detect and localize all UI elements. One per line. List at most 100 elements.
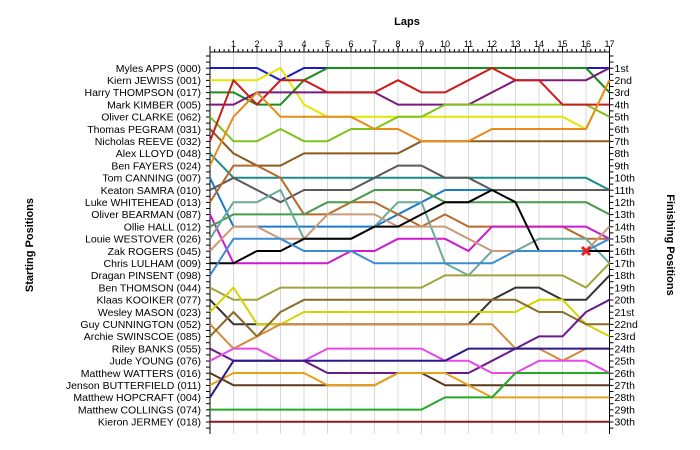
driver-label: Klaas KOOIKER (077) — [97, 295, 201, 307]
finishing-position-label: 30th — [615, 417, 636, 429]
finishing-position-label: 1st — [615, 63, 629, 75]
finishing-position-label: 23rd — [615, 331, 636, 343]
left-axis-title: Starting Positions — [24, 198, 36, 292]
finishing-position-label: 16th — [615, 246, 636, 258]
finishing-position-label: 28th — [615, 392, 636, 404]
driver-series-line — [209, 262, 611, 301]
lap-tick-label: 15 — [557, 39, 567, 49]
driver-label: Kiern JEWISS (001) — [107, 75, 201, 87]
driver-series-line — [209, 237, 610, 276]
finishing-position-label: 21st — [615, 307, 635, 319]
retirement-marker — [580, 245, 592, 257]
driver-series-line — [210, 67, 610, 106]
grid — [233, 52, 587, 434]
driver-label: Oliver CLARKE (062) — [101, 112, 201, 124]
driver-series-line — [209, 189, 611, 277]
lap-tick-label: 12 — [487, 39, 497, 49]
driver-label: Dragan PINSENT (098) — [91, 270, 201, 282]
finishing-position-label: 11th — [615, 185, 635, 197]
driver-label: Mark KIMBER (005) — [107, 99, 201, 111]
driver-series-line — [210, 372, 610, 411]
finishing-position-label: 24th — [615, 343, 636, 355]
driver-series-line — [209, 347, 610, 398]
driver-label: Myles APPS (000) — [116, 63, 201, 75]
driver-label: Nicholas REEVE (032) — [95, 136, 201, 148]
driver-label: Louie WESTOVER (026) — [85, 234, 201, 246]
lap-tick-label: 3 — [278, 39, 283, 49]
finishing-position-label: 19th — [615, 282, 636, 294]
lap-tick-label: 14 — [534, 39, 544, 49]
driver-series-line — [210, 67, 611, 130]
driver-series-line — [209, 298, 610, 338]
driver-series-line — [209, 347, 610, 374]
driver-series-line — [209, 298, 610, 374]
driver-label: Zak ROGERS (045) — [108, 246, 201, 258]
lap-tick-label: 1 — [231, 39, 236, 49]
driver-series-line — [209, 213, 610, 265]
driver-series-line — [209, 128, 610, 167]
driver-series-line — [209, 103, 610, 143]
driver-label: Oliver BEARMAN (087) — [91, 209, 201, 221]
lap-tick-label: 5 — [325, 39, 330, 49]
finishing-position-label: 27th — [615, 380, 636, 392]
finishing-position-label: 8th — [615, 148, 630, 160]
finishing-position-label: 5th — [615, 112, 630, 124]
finishing-position-label: 29th — [615, 404, 636, 416]
lap-tick-label: 17 — [604, 39, 614, 49]
axes — [206, 46, 614, 434]
driver-label: Ben FAYERS (024) — [111, 160, 201, 172]
driver-label: Tom CANNING (007) — [102, 173, 201, 185]
driver-label: Harry THOMPSON (017) — [85, 87, 202, 99]
driver-label: Jude YOUNG (076) — [110, 356, 201, 368]
x-axis-title: Laps — [394, 16, 420, 28]
finishing-position-label: 20th — [615, 295, 636, 307]
lap-tick-label: 4 — [301, 39, 306, 49]
finishing-position-label: 18th — [615, 270, 636, 282]
lap-tick-label: 2 — [254, 39, 259, 49]
finishing-position-label: 2nd — [615, 75, 633, 87]
finishing-position-label: 17th — [615, 258, 636, 270]
finishing-position-label: 22nd — [615, 319, 639, 331]
right-axis-title: Finishing Positions — [664, 194, 676, 295]
driver-series-line — [209, 164, 610, 204]
lap-tick-label: 7 — [372, 39, 377, 49]
marker-stroke — [580, 245, 592, 257]
driver-label: Ben THOMSON (044) — [98, 282, 201, 294]
lap-tick-label: 11 — [464, 39, 473, 49]
finishing-position-label: 12th — [615, 197, 636, 209]
markers — [580, 245, 592, 257]
driver-series-line — [209, 323, 610, 362]
driver-label: Chris LULHAM (009) — [104, 258, 201, 270]
finishing-position-label: 6th — [615, 124, 630, 136]
finishing-position-label: 9th — [615, 160, 630, 172]
driver-label: Matthew COLLINGS (074) — [78, 404, 201, 416]
driver-label: Matthew HOPCRAFT (004) — [73, 392, 201, 404]
driver-label: Keaton SAMRA (010) — [101, 185, 201, 197]
finishing-position-label: 3rd — [615, 87, 630, 99]
driver-series-line — [209, 79, 611, 167]
driver-label: Matthew WATTERS (016) — [81, 368, 201, 380]
driver-label: Alex LLOYD (048) — [116, 148, 201, 160]
driver-label: Riley BANKS (055) — [112, 343, 201, 355]
driver-label: Ollie HALL (012) — [124, 221, 201, 233]
driver-series-line — [209, 372, 610, 399]
finishing-position-label: 15th — [615, 234, 636, 246]
lap-tick-label: 9 — [419, 39, 424, 49]
finishing-position-label: 7th — [615, 136, 630, 148]
driver-series-line — [209, 189, 610, 228]
driver-label: Luke WHITEHEAD (013) — [85, 197, 201, 209]
finishing-position-label: 14th — [615, 221, 636, 233]
lap-tick-label: 10 — [440, 39, 450, 49]
driver-series-line — [209, 67, 610, 142]
finishing-position-label: 26th — [615, 368, 636, 380]
driver-label: Wesley MASON (023) — [98, 307, 201, 319]
driver-series-line — [209, 372, 610, 387]
driver-label: Thomas PEGRAM (031) — [87, 124, 201, 136]
lap-tick-label: 8 — [395, 39, 400, 49]
driver-label: Kieron JERMEY (018) — [98, 417, 201, 429]
finishing-position-label: 10th — [615, 173, 636, 185]
finishing-position-label: 25th — [615, 356, 636, 368]
lap-tick-label: 13 — [510, 39, 520, 49]
